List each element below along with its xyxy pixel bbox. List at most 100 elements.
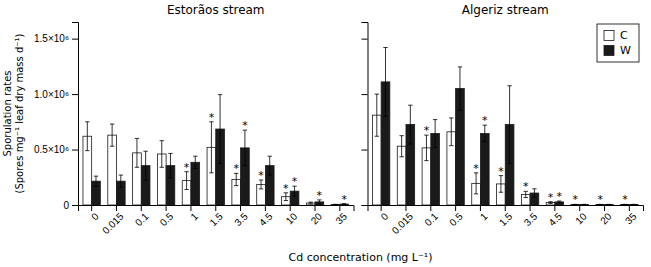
- x-axis-line: [79, 206, 355, 212]
- error-cap: [218, 94, 222, 95]
- title: Estorãos stream: [167, 3, 265, 17]
- error-bar: [244, 130, 245, 165]
- y-axis-line: [72, 23, 79, 206]
- y-tick-label: 1.5×10⁶: [34, 33, 69, 44]
- error-cap: [193, 168, 197, 169]
- x-tick-mark: [579, 205, 580, 211]
- error-cap: [268, 175, 272, 176]
- y-axis-title: Sporulation rates: [2, 70, 13, 156]
- legend-item: C: [604, 29, 628, 42]
- significance-mark: *: [548, 191, 554, 204]
- significance-mark: *: [556, 190, 562, 203]
- legend: CW: [597, 24, 639, 62]
- x-tick: 0.5: [158, 205, 176, 228]
- y-tick: 1.5×10⁶: [34, 33, 78, 44]
- error-cap: [449, 117, 453, 118]
- x-tick-mark: [430, 205, 431, 211]
- error-bar: [509, 86, 510, 164]
- error-cap: [408, 144, 412, 145]
- error-cap: [85, 121, 89, 122]
- error-cap: [424, 160, 428, 161]
- error-cap: [333, 204, 337, 205]
- x-tick-mark: [166, 205, 167, 211]
- x-tick: 1: [478, 205, 490, 222]
- error-cap: [317, 203, 321, 204]
- error-cap: [399, 156, 403, 157]
- error-bars: [383, 48, 636, 205]
- error-cap: [458, 110, 462, 111]
- x-tick: 0.5: [447, 205, 465, 228]
- error-cap: [383, 47, 387, 48]
- x-tick: 10: [573, 205, 589, 226]
- error-cap: [499, 192, 503, 193]
- significance-mark: *: [283, 182, 289, 195]
- significance-mark: *: [523, 180, 529, 193]
- x-tick: 1.5: [497, 205, 515, 228]
- x-tick: 4.5: [257, 205, 275, 228]
- x-tick-mark: [480, 205, 481, 211]
- error-cap: [483, 141, 487, 142]
- error-cap: [85, 150, 89, 151]
- error-cap: [234, 185, 238, 186]
- error-cap: [292, 196, 296, 197]
- significance-mark: *: [341, 193, 347, 206]
- x-tick-mark: [265, 205, 266, 211]
- error-bar: [385, 48, 386, 117]
- x-tick-mark: [190, 205, 191, 211]
- x-tick-label: 4.5: [257, 210, 275, 228]
- x-tick: 35: [333, 205, 349, 226]
- x-tick-mark: [116, 205, 117, 211]
- x-axis-title: Cd concentration (mg L⁻¹): [289, 251, 433, 264]
- x-tick-label: 1.5: [497, 210, 515, 228]
- title: Algeriz stream: [462, 3, 549, 17]
- error-cap: [582, 204, 586, 205]
- x-tick-mark: [554, 205, 555, 211]
- error-cap: [160, 140, 164, 141]
- y-tick: 1.0×10⁶: [34, 89, 78, 100]
- x-tick-label: 0: [89, 210, 101, 222]
- significance-mark: *: [498, 165, 504, 178]
- y-tick: [362, 205, 368, 206]
- x-tick-label: 0.1: [422, 210, 440, 228]
- error-cap: [632, 204, 636, 205]
- x-tick: 3.5: [232, 205, 250, 228]
- x-tick-label: 0.1: [133, 210, 151, 228]
- error-bar: [87, 122, 88, 151]
- error-cap: [383, 116, 387, 117]
- significance-mark: *: [597, 193, 603, 206]
- y-tick-label: 1.0×10⁶: [34, 89, 69, 100]
- significance-mark: *: [292, 175, 298, 188]
- y-tick-mark: [72, 205, 78, 206]
- x-tick: 1: [188, 205, 200, 222]
- error-cap: [119, 187, 123, 188]
- error-bar: [170, 153, 171, 177]
- x-tick-label: 0: [379, 210, 391, 222]
- x-tick-label: 35: [333, 210, 349, 226]
- y-tick-mark: [362, 205, 368, 206]
- legend-label: W: [620, 44, 631, 57]
- x-tick-label: 0.5: [158, 210, 176, 228]
- error-bars: [85, 122, 338, 205]
- error-cap: [507, 85, 511, 86]
- x-tick-mark: [405, 205, 406, 211]
- error-cap: [284, 200, 288, 201]
- panel: 00.0150.10.511.53.54.5102035**********Al…: [362, 3, 644, 236]
- x-tick-mark: [315, 205, 316, 211]
- error-bar: [211, 122, 212, 173]
- y-tick: [362, 150, 368, 151]
- error-bar: [269, 156, 270, 175]
- significance-mark: *: [242, 119, 248, 132]
- y-axis: [362, 23, 369, 206]
- error-bar: [136, 138, 137, 167]
- error-cap: [607, 204, 611, 205]
- error-cap: [309, 203, 313, 204]
- y-tick: [362, 94, 368, 95]
- error-bar: [120, 175, 121, 187]
- legend-box: [597, 24, 639, 62]
- x-tick: 10: [284, 205, 300, 226]
- x-tick-mark: [381, 205, 382, 211]
- error-cap: [607, 204, 611, 205]
- significance-mark: *: [482, 114, 488, 127]
- series: [381, 82, 638, 205]
- x-tick: 0: [379, 205, 391, 222]
